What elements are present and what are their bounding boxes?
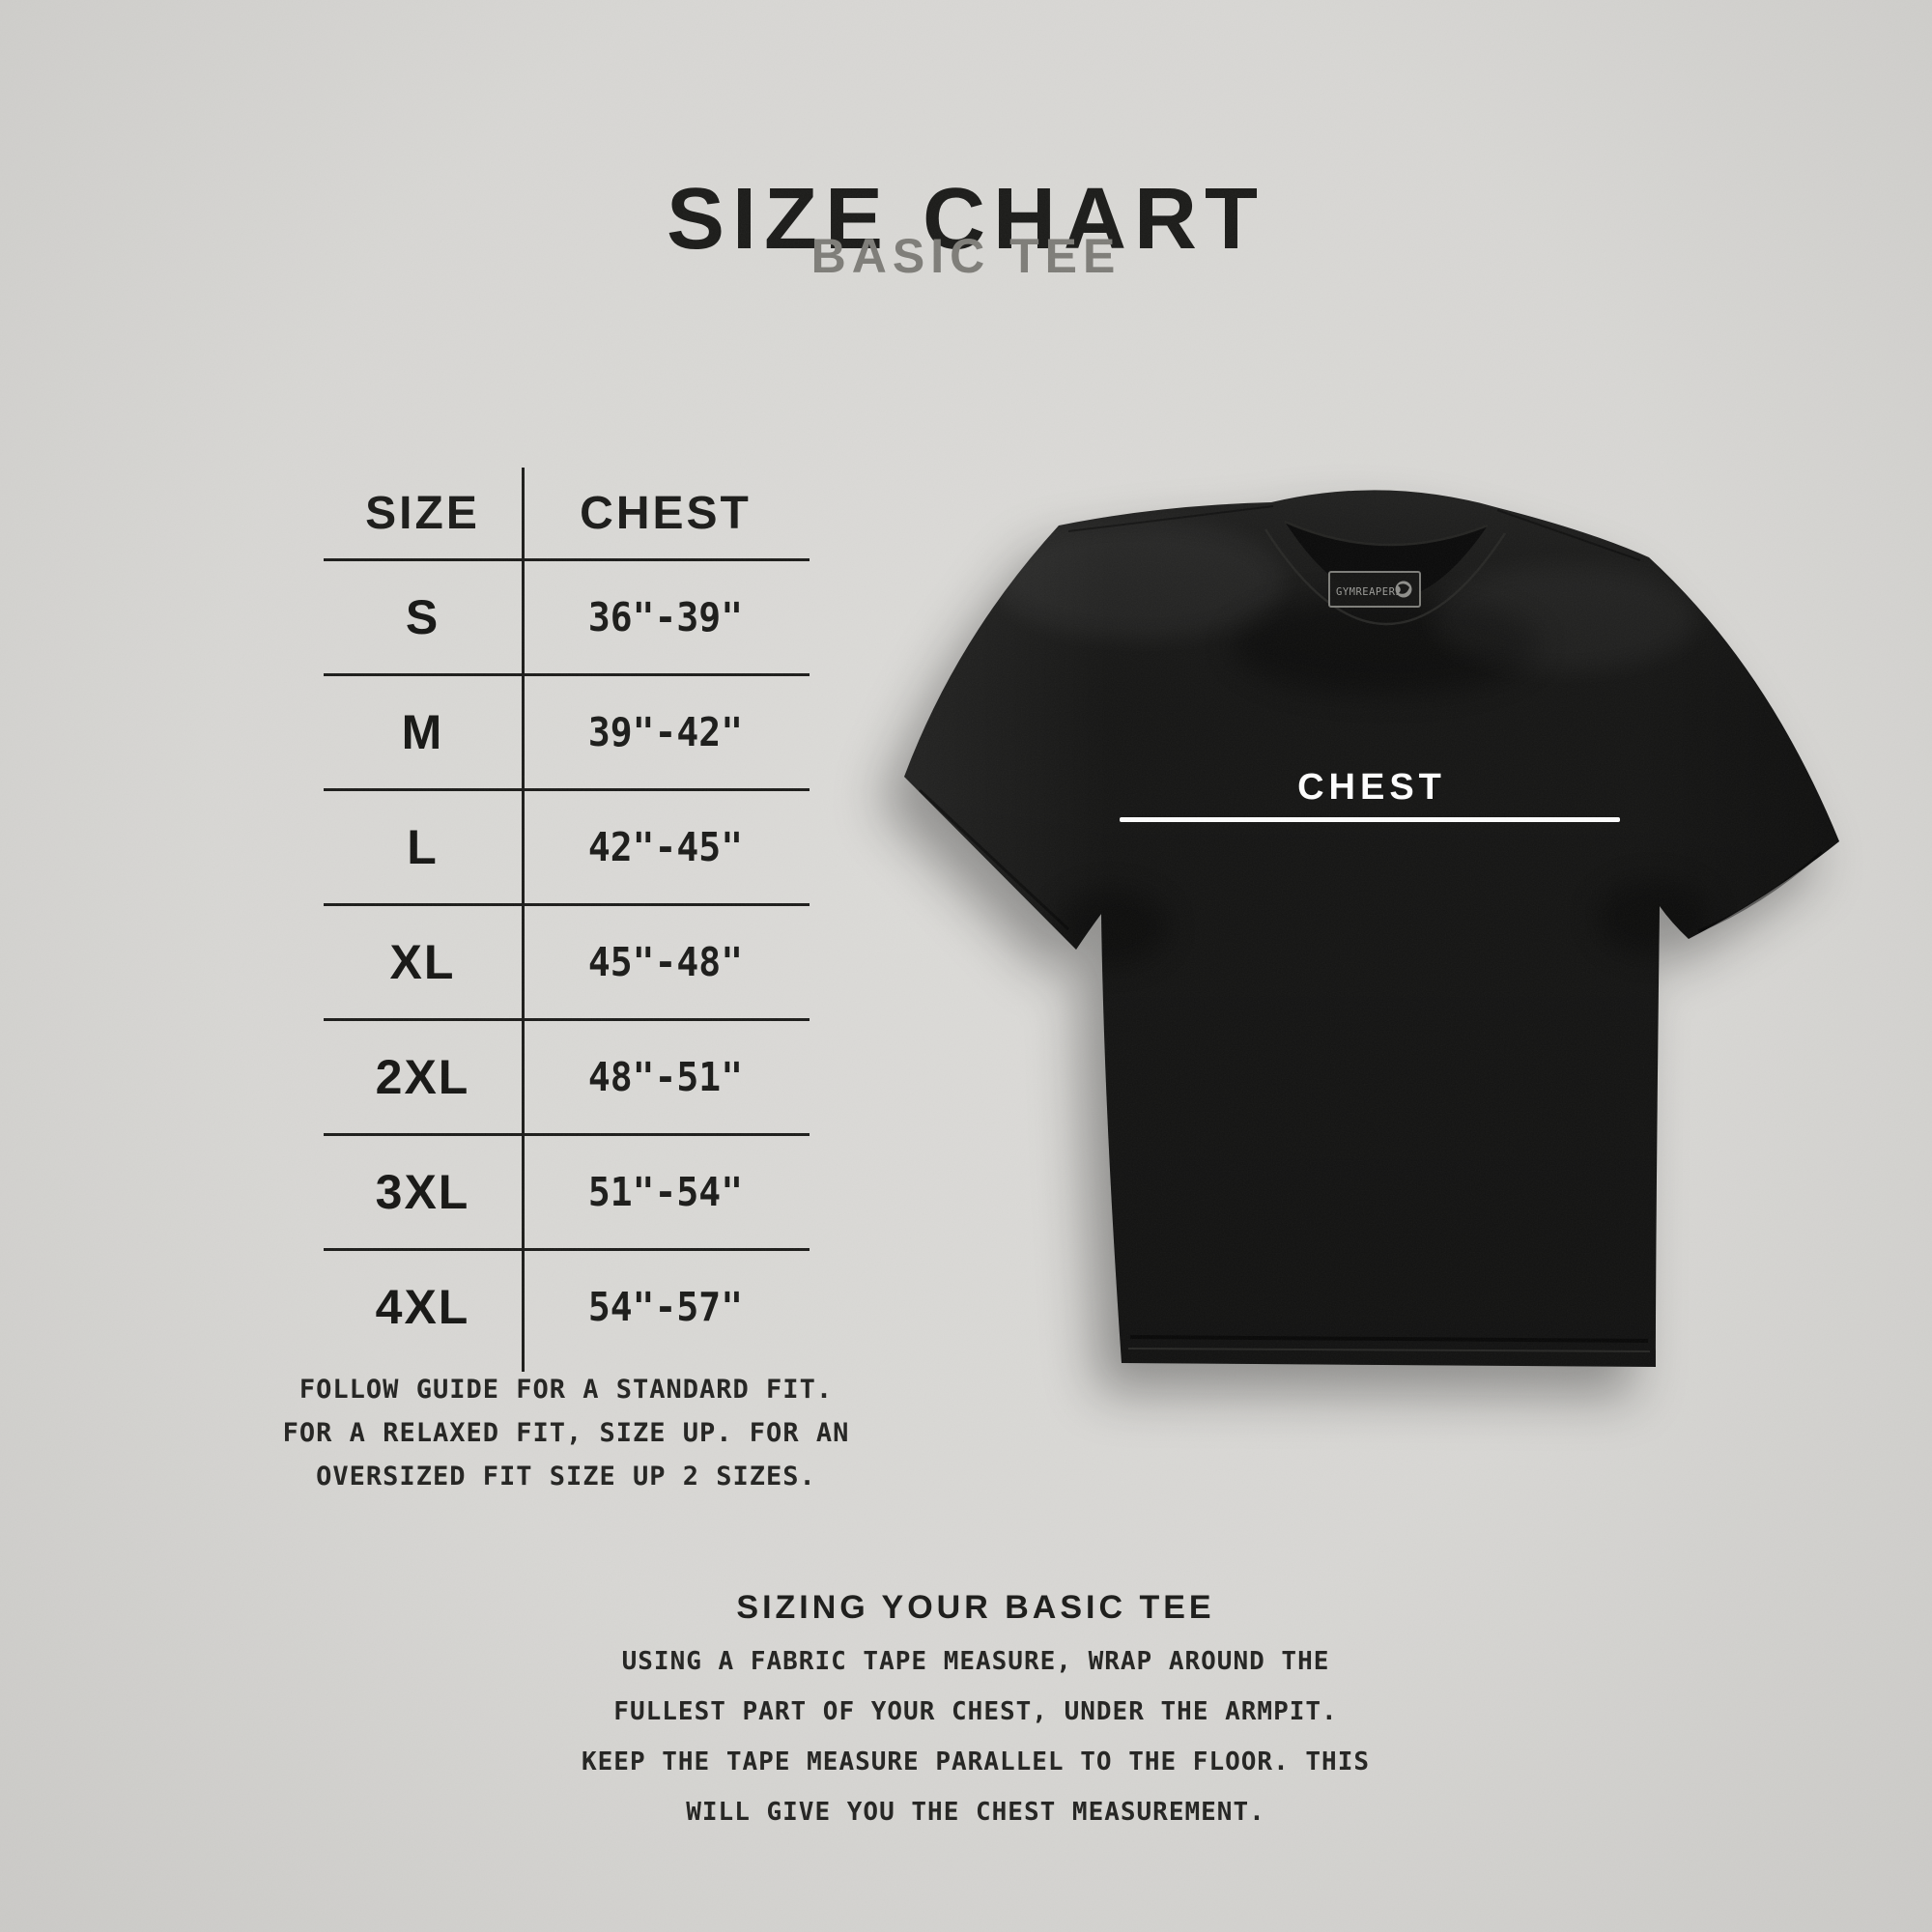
chest-measure-line: [1120, 817, 1620, 822]
brand-tag-label: GYMREAPERS: [1336, 586, 1402, 598]
sizing-guide-line: FULLEST PART OF YOUR CHEST, UNDER THE AR…: [613, 1697, 1338, 1726]
brand-logo-icon: [1395, 581, 1412, 598]
brand-tag: GYMREAPERS: [1328, 571, 1421, 608]
sizing-guide-line: USING A FABRIC TAPE MEASURE, WRAP AROUND…: [621, 1647, 1330, 1676]
sizing-guide-line: KEEP THE TAPE MEASURE PARALLEL TO THE FL…: [581, 1747, 1370, 1776]
sizing-guide-paragraph: USING A FABRIC TAPE MEASURE, WRAP AROUND…: [531, 1636, 1420, 1837]
chest-measure-label: CHEST: [1297, 767, 1446, 808]
sizing-guide-heading: SIZING YOUR BASIC TEE: [736, 1589, 1215, 1626]
sizing-guide-line: WILL GIVE YOU THE CHEST MEASUREMENT.: [686, 1798, 1265, 1827]
